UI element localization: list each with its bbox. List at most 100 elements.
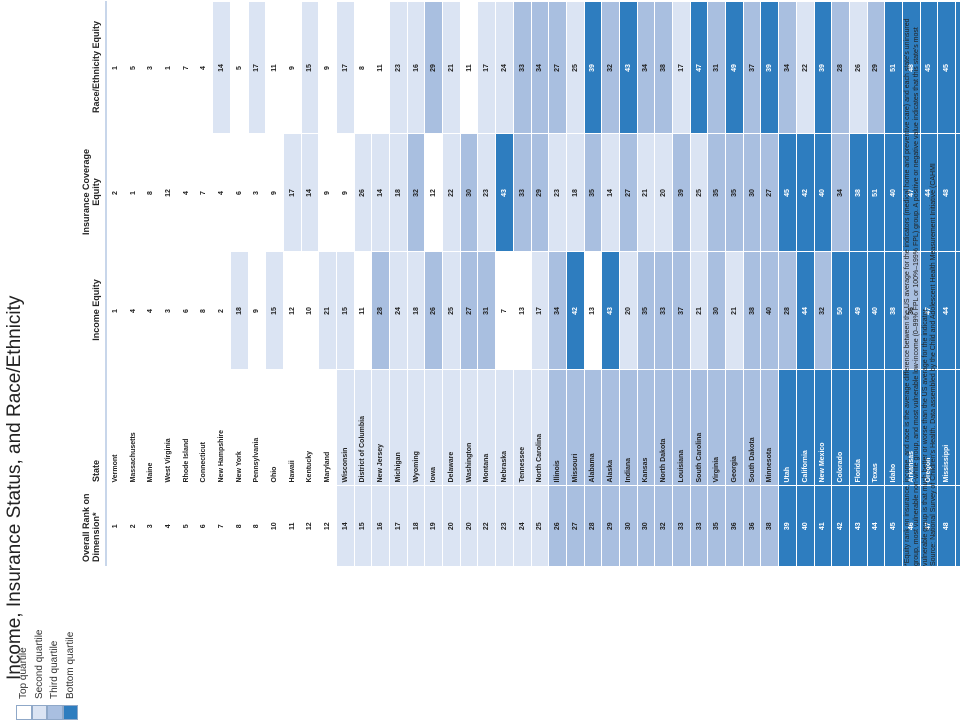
cell-state: Ohio	[265, 370, 284, 486]
cell-rank: 1	[106, 486, 125, 566]
header-state: State	[22, 370, 106, 486]
table-row: 32 North Dakota 33 20 38	[654, 2, 673, 566]
cell-income-equity: 4	[141, 252, 160, 370]
cell-race-equity: 49	[725, 2, 744, 134]
cell-race-equity: 45	[937, 2, 956, 134]
legend-swatch	[16, 705, 32, 720]
cell-rank: 6	[194, 486, 213, 566]
cell-rank: 14	[336, 486, 355, 566]
cell-insurance-equity: 14	[301, 134, 319, 252]
cell-insurance-equity: 32	[407, 134, 425, 252]
cell-rank: 33	[672, 486, 691, 566]
cell-state: North Dakota	[654, 370, 673, 486]
legend-label: Top quartile	[18, 647, 30, 699]
cell-state: New Jersey	[371, 370, 390, 486]
table-row: 36 South Dakota 38 30 37	[743, 2, 761, 566]
cell-income-equity: 13	[513, 252, 531, 370]
cell-race-equity: 27	[548, 2, 567, 134]
cell-rank: 5	[177, 486, 195, 566]
cell-state: Wisconsin	[336, 370, 355, 486]
table-row: 41 New Mexico 32 40 39	[814, 2, 832, 566]
cell-race-equity: 5	[124, 2, 142, 134]
cell-insurance-equity: 12	[159, 134, 178, 252]
cell-race-equity: 38	[654, 2, 673, 134]
cell-insurance-equity: 18	[389, 134, 408, 252]
table-row: 29 Alaska 43 14 32	[601, 2, 620, 566]
cell-income-equity: 33	[654, 252, 673, 370]
cell-insurance-equity: 14	[371, 134, 390, 252]
table-row: 18 Wyoming 18 32 16	[407, 2, 425, 566]
table-row: 14 Wisconsin 15 9 17	[336, 2, 355, 566]
cell-rank: 49	[955, 486, 960, 566]
cell-rank: 4	[159, 486, 178, 566]
cell-state: Mississippi	[937, 370, 956, 486]
cell-race-equity: 14	[212, 2, 231, 134]
cell-insurance-equity: 42	[796, 134, 814, 252]
cell-race-equity: 4	[194, 2, 213, 134]
cell-state: Wyoming	[407, 370, 425, 486]
table-row: 3 Maine 4 8 3	[141, 2, 160, 566]
cell-income-equity: 4	[124, 252, 142, 370]
cell-insurance-equity: 9	[336, 134, 355, 252]
cell-rank: 12	[318, 486, 337, 566]
cell-insurance-equity: 30	[460, 134, 478, 252]
cell-income-equity: 38	[743, 252, 761, 370]
cell-income-equity: 40	[760, 252, 779, 370]
cell-income-equity: 40	[867, 252, 885, 370]
cell-income-equity: 34	[548, 252, 567, 370]
cell-state: Missouri	[566, 370, 585, 486]
cell-insurance-equity: 9	[318, 134, 337, 252]
legend-item: Second quartile	[31, 580, 47, 720]
table-row: 20 Delaware 25 22 21	[442, 2, 461, 566]
cell-insurance-equity: 33	[513, 134, 531, 252]
cell-state: Texas	[867, 370, 885, 486]
cell-income-equity: 18	[230, 252, 248, 370]
cell-rank: 19	[424, 486, 443, 566]
cell-state: Minnesota	[760, 370, 779, 486]
legend-item: Bottom quartile	[62, 580, 78, 720]
table-row: 12 Kentucky 10 14 15	[301, 2, 319, 566]
cell-state: Alabama	[584, 370, 602, 486]
cell-insurance-equity: 21	[637, 134, 655, 252]
table-row: 48 Mississippi 44 48 45	[937, 2, 956, 566]
cell-insurance-equity: 23	[477, 134, 496, 252]
table-row: 11 Hawaii 12 17 9	[283, 2, 302, 566]
table-row: 2 Massachusetts 4 1 5	[124, 2, 142, 566]
cell-insurance-equity: 27	[760, 134, 779, 252]
cell-rank: 7	[212, 486, 231, 566]
legend-label: Third quartile	[49, 640, 61, 699]
table-row: 45 Idaho 38 40 51	[884, 2, 903, 566]
header-overall-rank: Overall Rank on Dimension*	[22, 486, 106, 566]
cell-insurance-equity: 35	[725, 134, 744, 252]
cell-rank: 39	[778, 486, 797, 566]
cell-race-equity: 23	[389, 2, 408, 134]
cell-race-equity: 17	[248, 2, 266, 134]
table-row: 15 District of Columbia 11 26 8	[354, 2, 372, 566]
cell-income-equity: 12	[283, 252, 302, 370]
cell-income-equity: 30	[707, 252, 726, 370]
table-row: 33 South Carolina 21 25 47	[690, 2, 708, 566]
cell-race-equity: 37	[743, 2, 761, 134]
cell-income-equity: 21	[690, 252, 708, 370]
cell-rank: 12	[301, 486, 319, 566]
cell-rank: 16	[371, 486, 390, 566]
cell-rank: 20	[460, 486, 478, 566]
cell-rank: 8	[230, 486, 248, 566]
cell-insurance-equity: 1	[124, 134, 142, 252]
cell-insurance-equity: 12	[424, 134, 443, 252]
cell-rank: 24	[513, 486, 531, 566]
cell-insurance-equity: 23	[548, 134, 567, 252]
cell-income-equity: 25	[442, 252, 461, 370]
cell-rank: 41	[814, 486, 832, 566]
cell-income-equity: 2	[212, 252, 231, 370]
cell-race-equity: 39	[584, 2, 602, 134]
cell-income-equity: 38	[884, 252, 903, 370]
cell-state: Michigan	[389, 370, 408, 486]
cell-rank: 15	[354, 486, 372, 566]
cell-income-equity: 47	[955, 252, 960, 370]
cell-race-equity: 15	[301, 2, 319, 134]
cell-state: Colorado	[831, 370, 850, 486]
cell-income-equity: 11	[354, 252, 372, 370]
cell-insurance-equity: 50	[955, 134, 960, 252]
table-header-row: Overall Rank on Dimension* State Income …	[22, 2, 106, 566]
